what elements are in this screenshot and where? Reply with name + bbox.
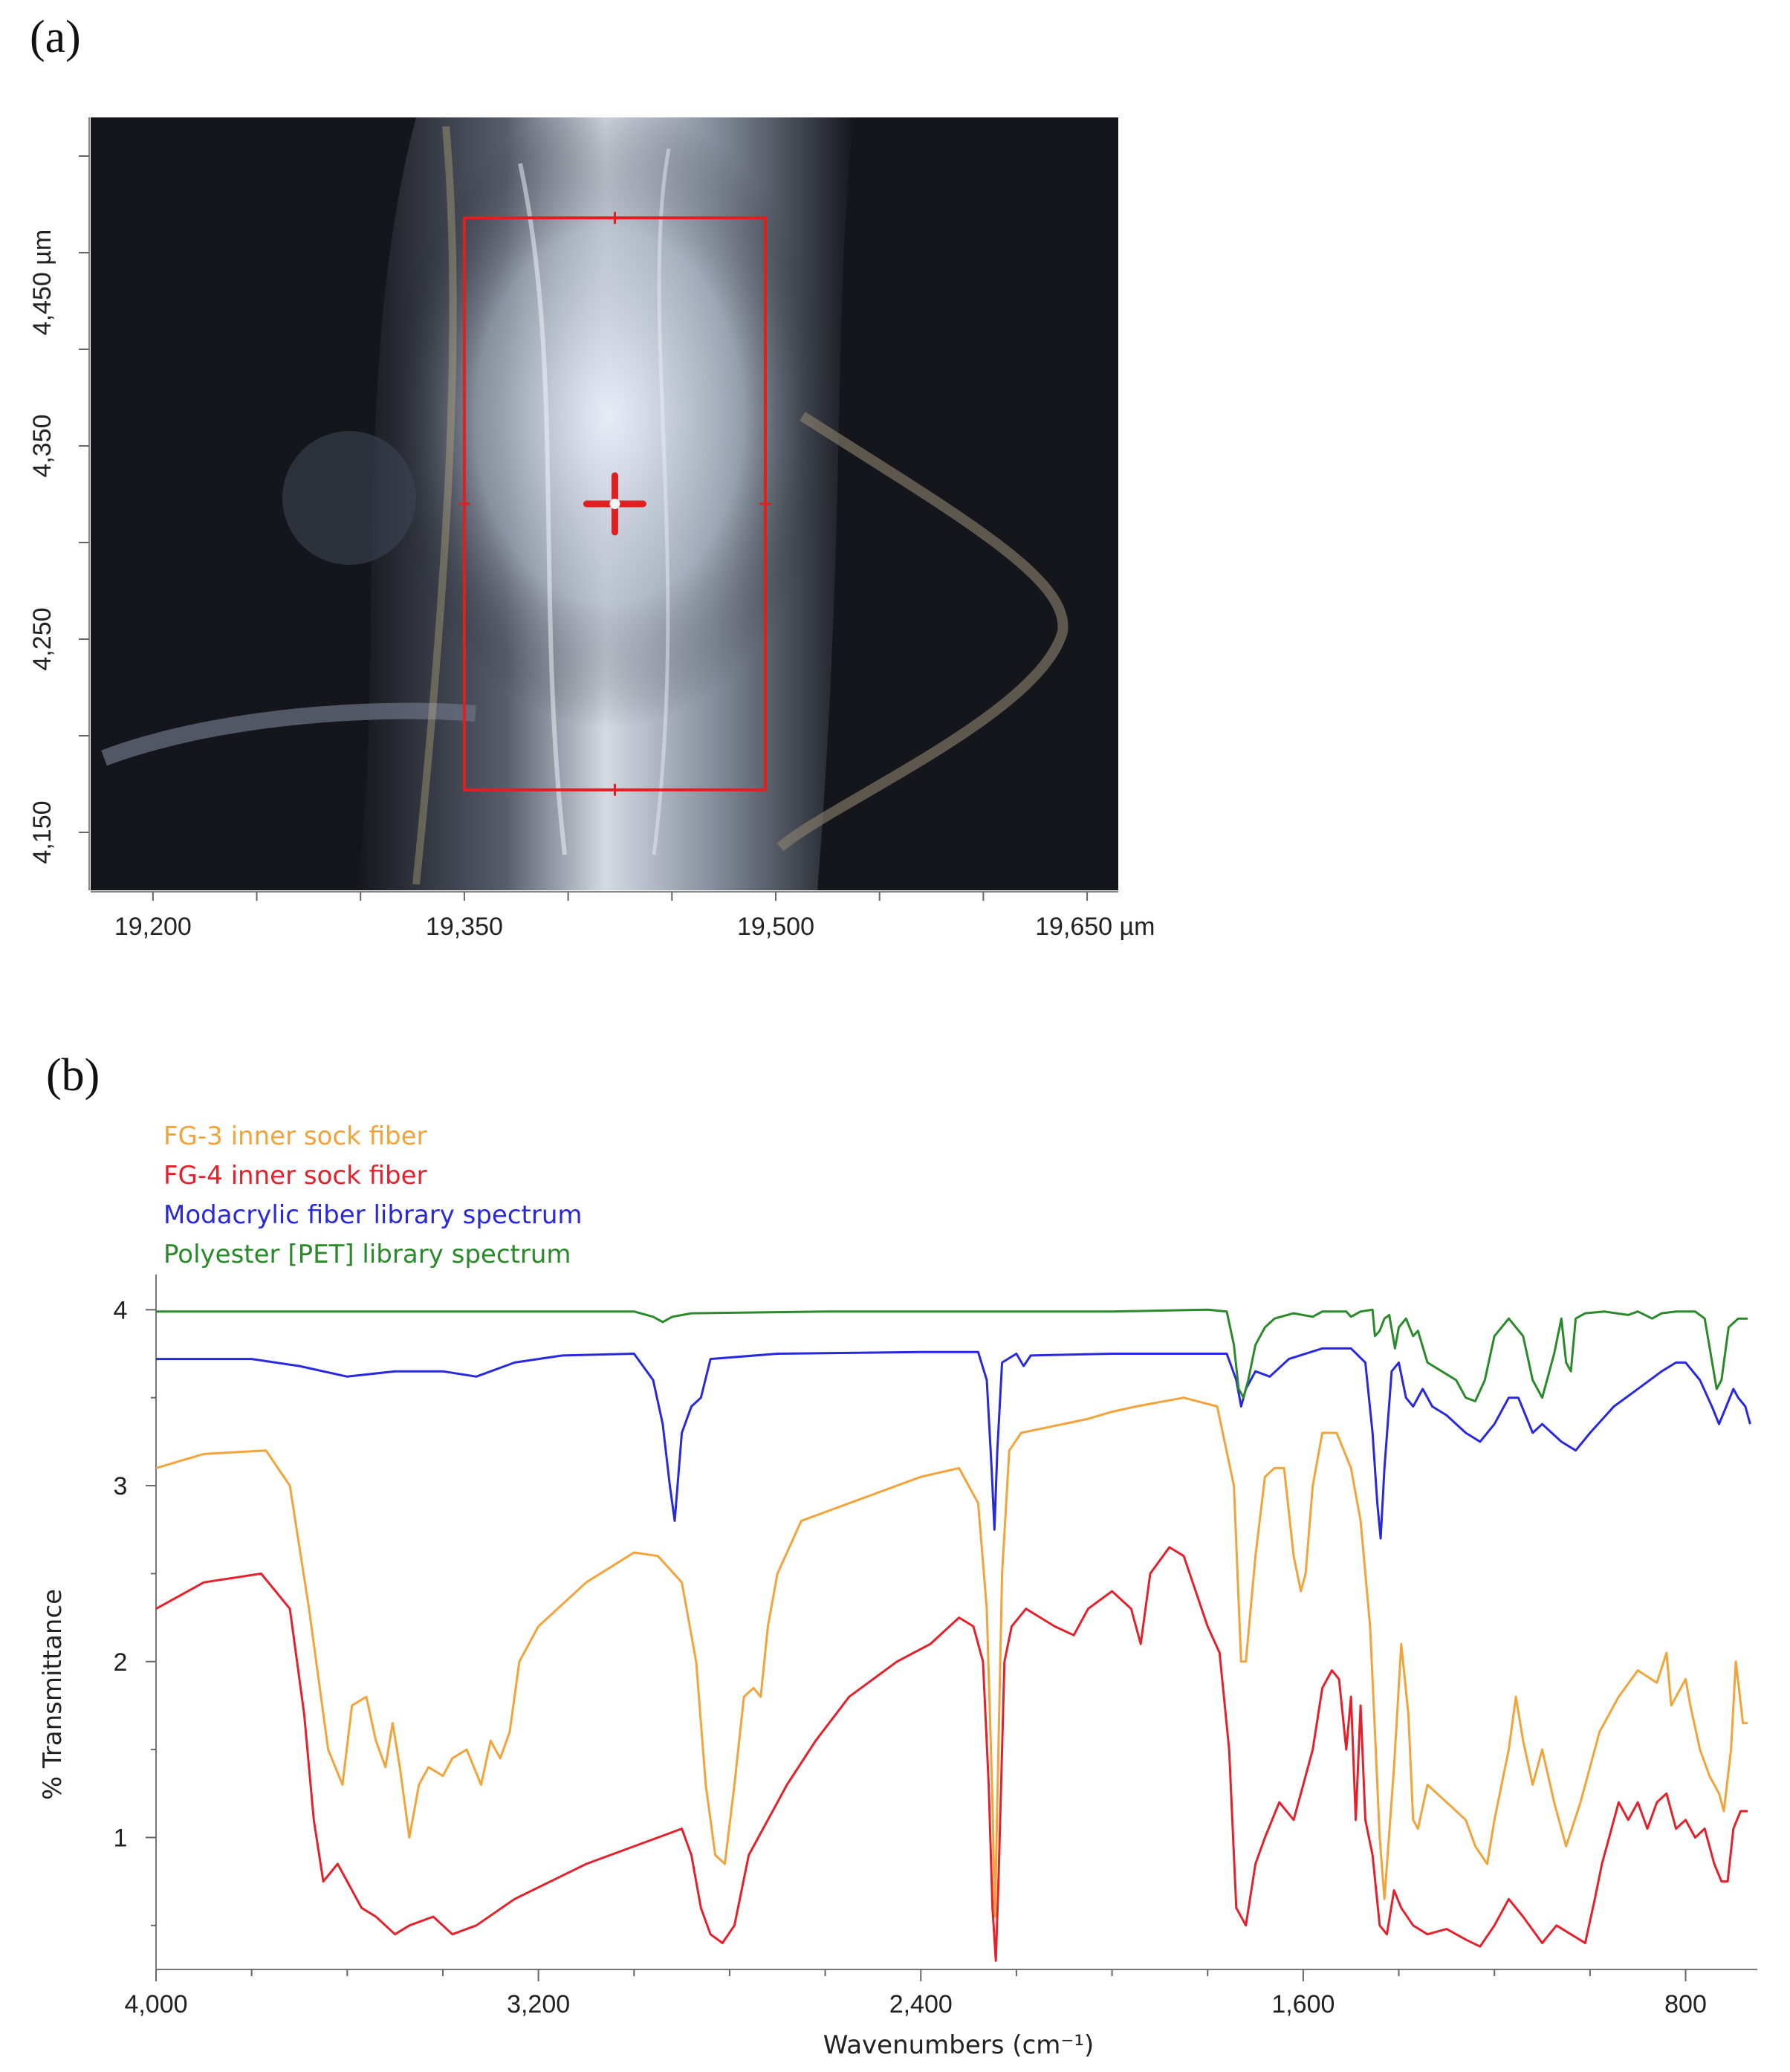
stray-fiber-right [776, 412, 1069, 852]
y-tick-label: 4,250 [28, 607, 56, 670]
y-tick-label: 4,350 [28, 414, 56, 477]
y-tick-label: 4,150 [28, 800, 56, 864]
x-tick-label: 1,600 [1271, 1990, 1335, 2018]
x-tick-label: 19,200 [114, 913, 192, 941]
legend: FG-3 inner sock fiber FG-4 inner sock fib… [163, 1121, 583, 1269]
stray-fiber-left [101, 702, 476, 766]
micrograph-axes: 19,200 19,350 19,500 19,650 µm 4,450 µm 4,350… [28, 117, 1155, 941]
roi-overlay [458, 212, 772, 796]
series-line-2 [155, 1546, 1748, 1962]
spectrum-series [155, 1308, 1751, 1962]
panel-b-label: (b) [46, 1050, 100, 1101]
x-tick-label: 4,000 [124, 1990, 187, 2018]
x-tick-label: 19,650 µm [1035, 913, 1155, 941]
fiber-strand [412, 126, 457, 885]
y-tick-label: 4,450 µm [28, 230, 56, 335]
y-tick-label: 1 [114, 1824, 128, 1852]
crosshair-center [609, 499, 620, 509]
micrograph-panel [91, 117, 1118, 890]
y-tick-label: 4 [114, 1296, 128, 1324]
x-tick-label: 19,500 [737, 913, 814, 941]
fiber-strand [518, 163, 567, 855]
x-tick-label: 19,350 [426, 913, 503, 941]
y-tick-label: 2 [114, 1648, 128, 1677]
x-tick-label: 2,400 [889, 1990, 953, 2018]
x-axis-title: Wavenumbers (cm⁻¹) [823, 2030, 1094, 2060]
spectrum-axes: 4,000 3,200 2,400 1,600 800 4 3 2 1 [114, 1275, 1757, 2018]
legend-entry-4: Polyester [PET] library spectrum [163, 1240, 571, 1269]
y-tick-label: 3 [114, 1472, 128, 1500]
legend-entry-1: FG-3 inner sock fiber [163, 1121, 427, 1151]
legend-entry-3: Modacrylic fiber library spectrum [163, 1200, 583, 1230]
fiber-strand [652, 148, 671, 855]
series-line-1 [155, 1396, 1748, 1918]
panel-a-label: (a) [30, 12, 81, 62]
x-tick-label: 3,200 [507, 1990, 570, 2018]
fiber-highlight [386, 117, 832, 728]
series-line-4 [156, 1308, 1748, 1402]
fiber-knot [282, 431, 416, 565]
y-axis-title: % Transmittance [38, 1589, 68, 1800]
legend-entry-2: FG-4 inner sock fiber [163, 1161, 427, 1191]
series-line-3 [156, 1347, 1751, 1540]
x-tick-label: 800 [1664, 1990, 1707, 2018]
